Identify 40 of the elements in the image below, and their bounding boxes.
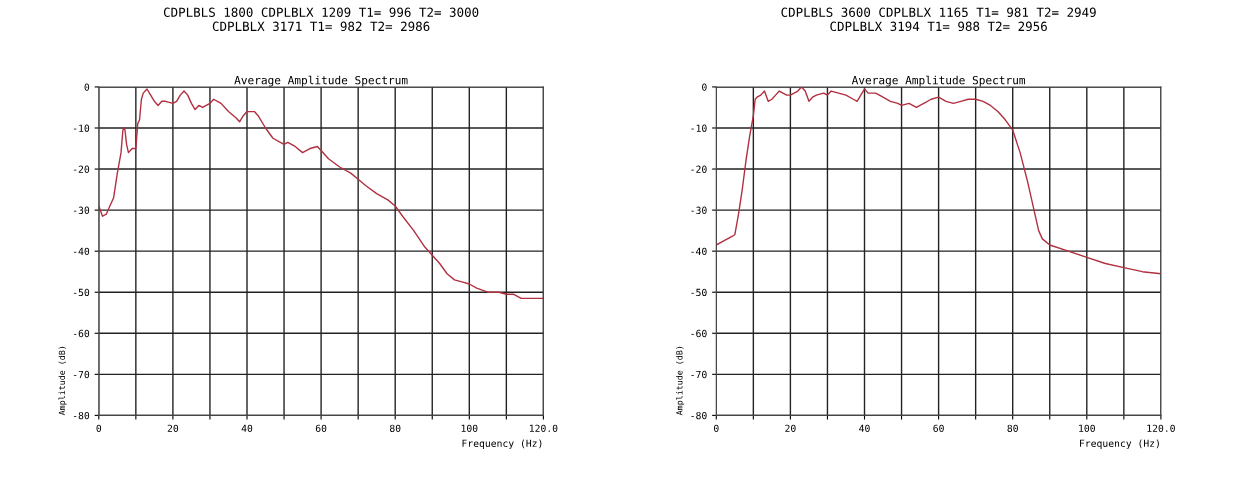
- y-axis-title: Amplitude (dB): [676, 346, 685, 416]
- y-tick-label: -40: [73, 247, 90, 256]
- x-tick-label: 60: [933, 424, 944, 432]
- y-tick-label: 0: [702, 83, 707, 91]
- y-tick-label: -80: [691, 411, 707, 420]
- y-tick-label: -20: [73, 165, 90, 173]
- x-tick-label: 100: [1079, 424, 1095, 432]
- y-axis-title: Amplitude (dB): [58, 346, 67, 416]
- x-tick-label: 120.0: [1147, 424, 1175, 432]
- x-tick-label: 100: [461, 424, 478, 432]
- y-tick-label: -70: [691, 370, 707, 379]
- chart-title: CDPLBLS 1800 CDPLBLX 1209 T1= 996 T2= 3000 CDPLBLX 3171 T1= 982 T2= 2986: [163, 7, 479, 32]
- x-tick-label: 80: [389, 424, 401, 432]
- y-tick-label: -50: [691, 288, 707, 297]
- x-tick-label: 120.0: [529, 424, 558, 432]
- x-axis-title: Frequency (Hz): [462, 439, 542, 449]
- chart-title: CDPLBLS 3600 CDPLBLX 1165 T1= 981 T2= 2949 CDPLBLX 3194 T1= 988 T2= 2956: [781, 7, 1096, 32]
- y-tick-label: -50: [73, 288, 90, 297]
- y-tick-label: -30: [691, 206, 707, 214]
- x-tick-label: 80: [1007, 424, 1018, 432]
- x-tick-label: 60: [315, 424, 327, 432]
- x-tick-label: 0: [714, 424, 719, 432]
- y-tick-label: -60: [73, 329, 90, 338]
- x-tick-label: 0: [96, 424, 102, 432]
- chart-subtitle: Average Amplitude Spectrum: [234, 75, 408, 87]
- y-tick-label: -40: [691, 247, 707, 256]
- y-tick-label: -10: [691, 124, 707, 132]
- y-tick-label: -20: [691, 165, 707, 173]
- y-tick-label: -60: [691, 329, 707, 338]
- chart-subtitle: Average Amplitude Spectrum: [851, 75, 1026, 87]
- x-tick-label: 40: [859, 424, 870, 432]
- y-tick-label: -80: [73, 411, 90, 420]
- x-axis-title: Frequency (Hz): [1080, 439, 1159, 449]
- x-tick-label: 40: [241, 424, 253, 432]
- y-tick-label: -70: [73, 370, 90, 379]
- y-tick-label: 0: [84, 83, 90, 91]
- y-tick-label: -30: [73, 206, 90, 214]
- y-tick-label: -10: [73, 124, 90, 132]
- x-tick-label: 20: [167, 424, 179, 432]
- x-tick-label: 20: [785, 424, 796, 432]
